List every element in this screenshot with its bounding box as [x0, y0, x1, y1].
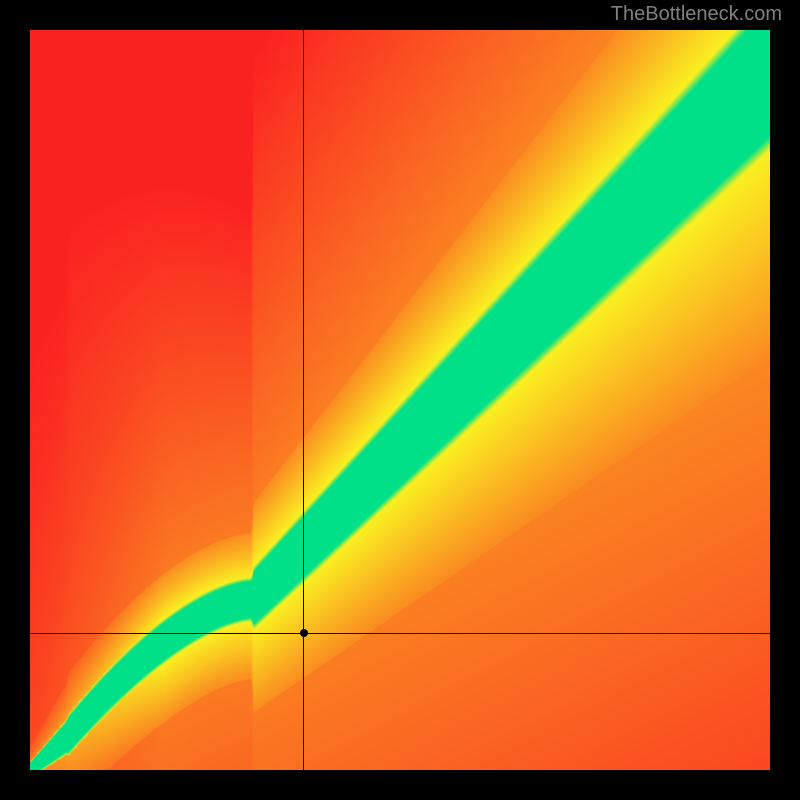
heatmap-canvas: [30, 30, 770, 770]
crosshair-vertical: [303, 30, 304, 770]
crosshair-horizontal: [30, 633, 770, 634]
watermark-text: TheBottleneck.com: [611, 3, 782, 26]
crosshair-marker: [300, 629, 308, 637]
chart-container: TheBottleneck.com: [0, 0, 800, 800]
heatmap-chart: [30, 30, 770, 770]
